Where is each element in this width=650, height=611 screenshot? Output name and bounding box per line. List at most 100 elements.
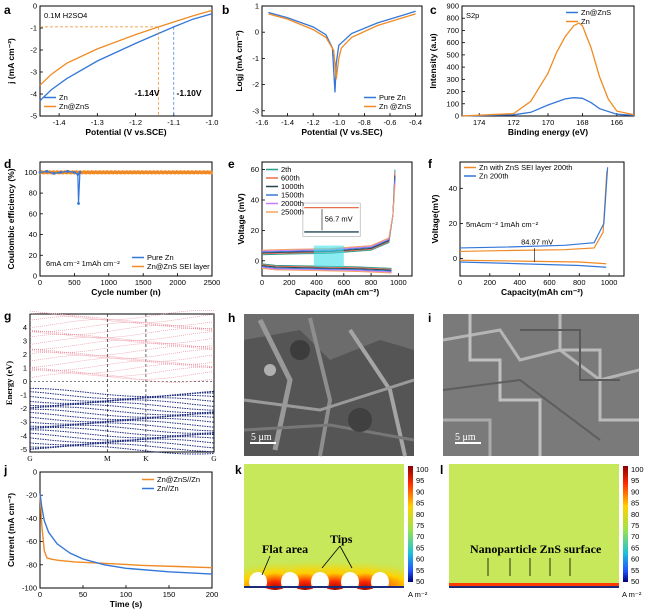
legend-label: Zn@ZnS//Zn bbox=[157, 475, 200, 484]
annotation-84.97mV: 84.97 mV bbox=[521, 237, 553, 246]
colorbar-tick-label: 95 bbox=[631, 476, 639, 485]
x-tick-label: 500 bbox=[68, 278, 81, 287]
colorbar-tick-label: 60 bbox=[631, 555, 639, 564]
x-tick-label: 166 bbox=[611, 118, 624, 127]
plot-frame-d bbox=[39, 161, 213, 277]
panel-letter-f: f bbox=[428, 157, 433, 171]
panel-letter-i: i bbox=[428, 311, 431, 325]
y-tick-label: 1 bbox=[23, 364, 27, 373]
band-line-valence bbox=[29, 415, 215, 425]
band-line-valence bbox=[29, 404, 215, 414]
series-line-Zn bbox=[461, 22, 635, 117]
panel-letter-g: g bbox=[4, 309, 11, 323]
legend-label: Zn with ZnS SEI layer 200th bbox=[479, 163, 572, 172]
panel-letter-e: e bbox=[228, 157, 235, 171]
x-tick-label: 172 bbox=[507, 118, 520, 127]
plot-frame-e bbox=[261, 161, 413, 277]
y-tick-label: 0 bbox=[23, 377, 27, 386]
x-tick-label: -0.8 bbox=[358, 118, 371, 127]
y-tick-label: -2 bbox=[30, 46, 37, 55]
y-tick-label: -40 bbox=[26, 514, 37, 523]
y-tick-label: 0 bbox=[33, 2, 37, 11]
y-tick-label: 0 bbox=[455, 112, 459, 121]
y-tick-label: -3 bbox=[30, 68, 37, 77]
y-tick-label: 0 bbox=[33, 468, 37, 477]
x-tick-label: 150 bbox=[163, 590, 176, 599]
y-tick-label: -20 bbox=[26, 491, 37, 500]
colorbar-l-ticks: 100 95 90 85 80 75 70 65 60 55 50 bbox=[631, 465, 644, 586]
y-tick-label: -1 bbox=[252, 54, 259, 63]
band-line-conduction bbox=[29, 312, 215, 324]
legend-label: 600th bbox=[281, 174, 300, 183]
y-tick-label: -60 bbox=[26, 537, 37, 546]
chart-title: 0.1M H2SO4 bbox=[44, 11, 87, 20]
y-axis-label: Intensity (a.u) bbox=[428, 33, 438, 88]
colorbar-tick-label: 50 bbox=[631, 577, 639, 586]
x-tick-label: 1000 bbox=[601, 278, 618, 287]
y-tick-label: 20 bbox=[251, 226, 259, 235]
annotation-1.14V: -1.14V bbox=[134, 88, 159, 98]
y-tick-label: -4 bbox=[20, 431, 27, 440]
band-line-conduction bbox=[29, 348, 215, 359]
x-axis-label: Cycle number (n) bbox=[91, 287, 161, 297]
chart-f: 0 200 400 600 800 1000 0 20 40 Capacity(mAh cm⁻²)… bbox=[430, 161, 625, 297]
x-tick-label: 200 bbox=[484, 278, 497, 287]
simulation-k: Flat area Tips bbox=[244, 464, 413, 592]
series-line-Zn bbox=[39, 13, 213, 102]
colorbar-tick-label: 75 bbox=[631, 521, 639, 530]
condition-label: 6mA cm⁻² 1mAh cm⁻² bbox=[46, 259, 120, 268]
series-line bbox=[459, 259, 607, 265]
y-tick-label: -4 bbox=[30, 90, 37, 99]
panel-letter-b: b bbox=[222, 3, 229, 17]
k-point-label: M bbox=[104, 454, 111, 463]
series-line-charge bbox=[261, 267, 392, 274]
y-axis-label: Logj (mA cm⁻²) bbox=[234, 30, 244, 91]
x-tick-label: -1.4 bbox=[281, 118, 294, 127]
x-tick-label: 2000 bbox=[169, 278, 186, 287]
x-tick-label: 400 bbox=[310, 278, 323, 287]
colorbar-k-ticks: 100 95 90 85 80 75 70 65 60 55 50 bbox=[416, 465, 429, 586]
colorbar-tick-label: 50 bbox=[416, 577, 424, 586]
highlight-region bbox=[313, 245, 344, 267]
band-line-conduction bbox=[29, 309, 215, 321]
colorbar-tick-label: 95 bbox=[416, 476, 424, 485]
colorbar-tick-label: 65 bbox=[416, 543, 424, 552]
legend-label: Zn @ZnS bbox=[379, 102, 411, 111]
y-tick-label: 40 bbox=[251, 196, 259, 205]
y-tick-label: 100 bbox=[24, 168, 37, 177]
x-tick-label: 1500 bbox=[135, 278, 152, 287]
y-tick-label: 800 bbox=[446, 14, 459, 23]
scale-bar-i: 5 μm bbox=[455, 432, 476, 443]
plot-frame-a bbox=[39, 5, 213, 117]
plots-layer: -1.4 -1.3 -1.2 -1.1 -1.0 0 -1 -2 -3 -4 -5 Potential… bbox=[4, 2, 635, 610]
chart-j: 0 50 100 150 200 0 -20 -40 -60 -80 -100 Time (s) Cur… bbox=[6, 468, 218, 610]
legend-label: Zn@ZnS bbox=[59, 102, 89, 111]
legend-label: 1500th bbox=[281, 191, 304, 200]
inset-box bbox=[302, 202, 361, 237]
panel-letter-h: h bbox=[228, 311, 235, 325]
band-line-conduction bbox=[30, 330, 215, 342]
legend-label: Zn bbox=[59, 93, 68, 102]
x-tick-label: -1.2 bbox=[129, 118, 142, 127]
colorbar-tick-label: 75 bbox=[416, 521, 424, 530]
x-tick-label: 1000 bbox=[100, 278, 117, 287]
y-tick-label: -80 bbox=[26, 560, 37, 569]
band-line-valence bbox=[29, 436, 215, 446]
x-tick-label: -1.0 bbox=[332, 118, 345, 127]
series-line-charge bbox=[261, 264, 392, 270]
plot-frame-g bbox=[29, 313, 215, 453]
band-line-conduction bbox=[29, 354, 215, 365]
x-tick-label: -1.0 bbox=[206, 118, 219, 127]
chart-title: S2p bbox=[466, 11, 479, 20]
panel-letter-d: d bbox=[4, 157, 11, 171]
legend-label: Zn//Zn bbox=[157, 484, 179, 493]
x-tick-label: 170 bbox=[542, 118, 555, 127]
y-tick-label: 900 bbox=[446, 2, 459, 11]
y-tick-label: 100 bbox=[446, 99, 459, 108]
panel-letter-k: k bbox=[235, 463, 242, 477]
y-axis-label: Voltage(mV) bbox=[430, 194, 440, 243]
y-tick-label: 700 bbox=[446, 26, 459, 35]
colorbar-tick-label: 85 bbox=[416, 499, 424, 508]
colorbar-tick-label: 80 bbox=[416, 510, 424, 519]
